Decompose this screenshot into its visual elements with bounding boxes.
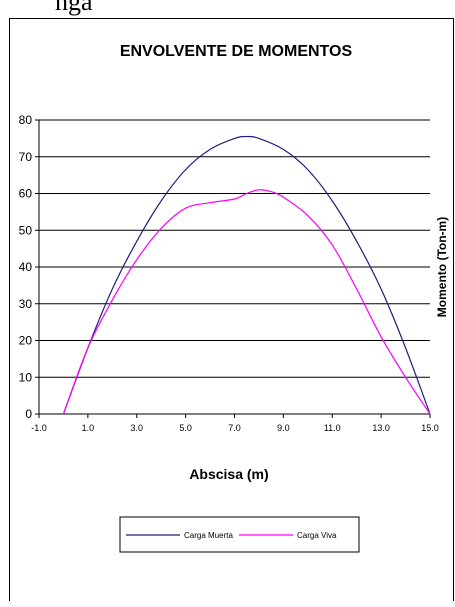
y-tick-label-7: 70 <box>19 150 33 164</box>
x-tick-label-4: 7.0 <box>228 423 241 433</box>
x-tick-label-3: 5.0 <box>179 423 192 433</box>
y-axis-label: Momento (Ton-m) <box>435 217 449 317</box>
y-tick-label-3: 30 <box>19 297 33 311</box>
y-tick-label-1: 10 <box>19 370 33 384</box>
moment-envelope-chart: ENVOLVENTE DE MOMENTOS 0 10 20 30 40 50 60 70 80… <box>19 43 449 553</box>
series-line-carga-muerta <box>62 135 431 415</box>
chart-title: ENVOLVENTE DE MOMENTOS <box>120 43 353 60</box>
y-tick-label-2: 20 <box>19 334 33 348</box>
x-tick-label-0: -1.0 <box>31 423 47 433</box>
y-tick-label-0: 0 <box>25 407 32 421</box>
legend-label-carga-viva: Carga Viva <box>297 531 337 540</box>
y-tick-label-8: 80 <box>19 113 33 127</box>
x-tick-label-5: 9.0 <box>277 423 290 433</box>
series-line-carga-viva <box>62 189 431 415</box>
legend-label-carga-muerta: Carga Muerta <box>184 531 233 540</box>
grid-lines <box>38 119 430 415</box>
x-tick-label-7: 13.0 <box>372 423 390 433</box>
y-tick-label-6: 60 <box>19 187 33 201</box>
y-tick-label-5: 50 <box>19 223 33 237</box>
axis-ticks: 0 10 20 30 40 50 60 70 80 -1.0 1.0 3.0 5.0 7.0 9.0 11.0… <box>19 113 439 433</box>
chart-frame: ENVOLVENTE DE MOMENTOS 0 10 20 30 40 50 60 70 80… <box>9 18 454 601</box>
page-top-text-fragment: nga <box>0 0 455 18</box>
x-tick-label-8: 15.0 <box>421 423 439 433</box>
x-tick-label-2: 3.0 <box>130 423 143 433</box>
x-tick-label-6: 11.0 <box>324 423 341 433</box>
x-axis-label: Abscisa (m) <box>189 466 268 482</box>
legend: Carga Muerta Carga Viva <box>119 516 360 553</box>
page-top-text: nga <box>55 0 93 16</box>
series-lines <box>62 135 431 415</box>
x-tick-label-1: 1.0 <box>82 423 95 433</box>
y-tick-label-4: 40 <box>19 260 33 274</box>
